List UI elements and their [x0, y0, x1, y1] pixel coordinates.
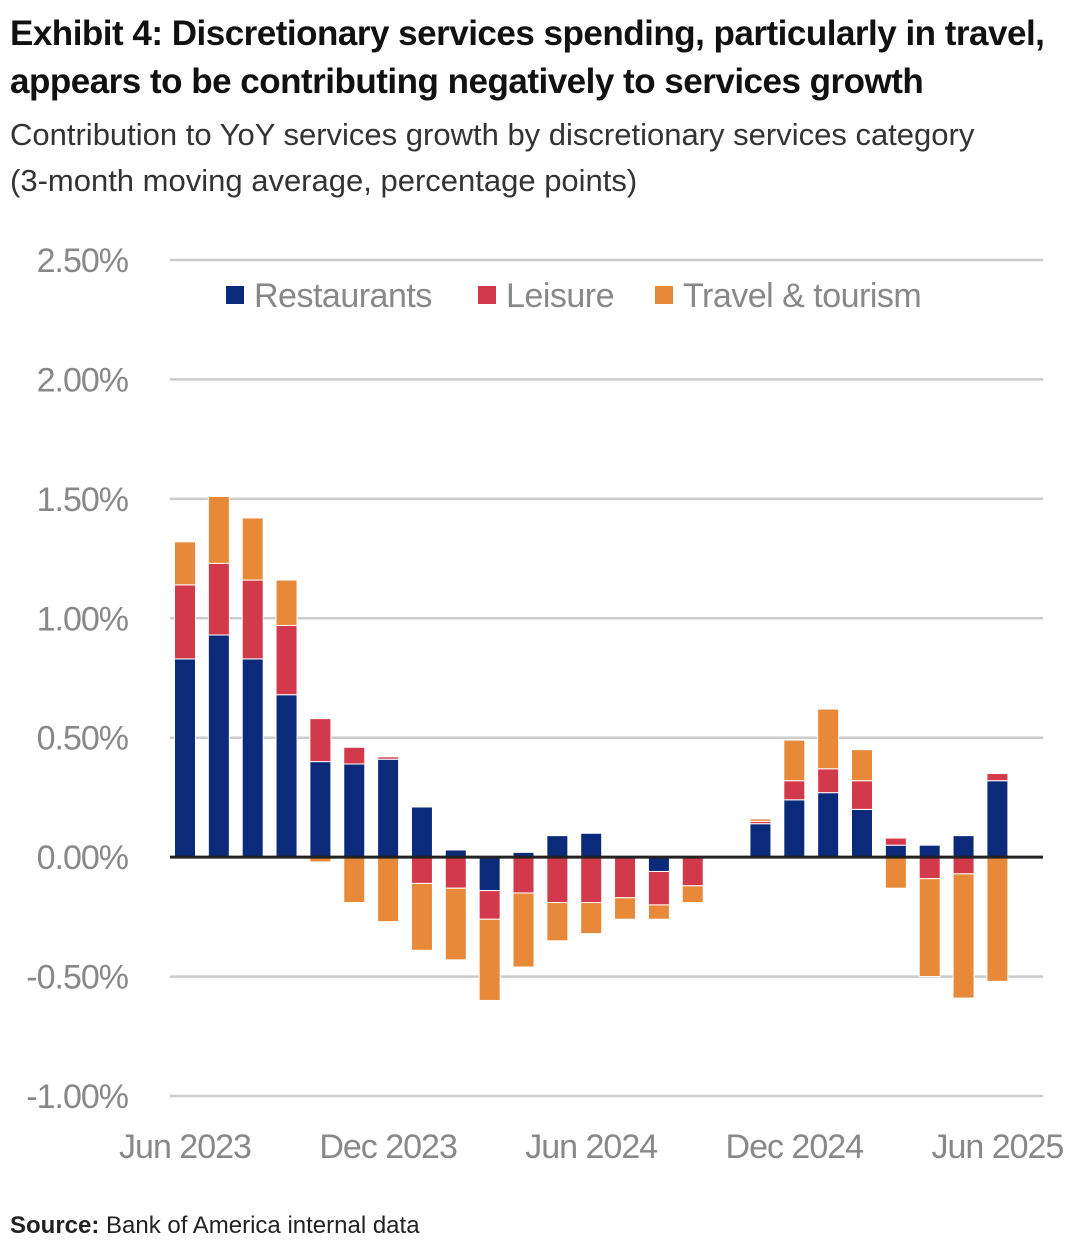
y-tick-label: 1.50% — [37, 481, 129, 519]
bar-leisure-dec-2023 — [377, 756, 400, 760]
bar-leisure-may-2025 — [952, 856, 975, 875]
chart-subtitle: Contribution to YoY services growth by d… — [10, 112, 1070, 204]
x-tick-label: Jun 2023 — [119, 1128, 251, 1166]
bar-travel-aug-2024 — [647, 904, 670, 920]
bar-travel-mar-2025 — [884, 856, 907, 889]
bar-travel-sep-2023 — [275, 579, 298, 626]
bar-travel-feb-2025 — [851, 749, 873, 782]
legend-swatch-travel — [655, 286, 673, 304]
bar-leisure-apr-2025 — [918, 856, 941, 880]
bar-restaurants-jun-2023 — [174, 658, 196, 858]
bar-leisure-oct-2023 — [309, 718, 332, 763]
legend-swatch-restaurants — [226, 286, 244, 304]
bar-travel-nov-2023 — [343, 856, 366, 904]
bar-restaurants-dec-2023 — [377, 758, 400, 858]
legend-label-travel: Travel & tourism — [683, 277, 921, 315]
bar-leisure-jul-2023 — [207, 562, 230, 636]
bar-leisure-nov-2023 — [343, 746, 366, 765]
bar-leisure-dec-2024 — [783, 780, 806, 801]
bar-restaurants-apr-2025 — [918, 844, 941, 858]
bar-leisure-mar-2024 — [478, 890, 501, 920]
bar-travel-jul-2023 — [207, 495, 230, 564]
legend-swatch-leisure — [478, 286, 496, 304]
x-tick-label: Jun 2025 — [931, 1128, 1063, 1166]
bar-leisure-may-2024 — [546, 856, 569, 904]
source-text: Bank of America internal data — [106, 1212, 420, 1239]
chart-title: Exhibit 4: Discretionary services spendi… — [10, 14, 1045, 101]
bar-travel-may-2025 — [952, 873, 975, 999]
bar-travel-apr-2024 — [512, 892, 535, 968]
bar-leisure-jun-2024 — [580, 856, 603, 904]
bar-leisure-jul-2024 — [614, 856, 637, 899]
bar-restaurants-aug-2023 — [241, 658, 264, 858]
bar-travel-jul-2024 — [614, 897, 637, 920]
bar-travel-apr-2025 — [918, 878, 941, 978]
bar-restaurants-mar-2025 — [884, 844, 907, 858]
x-tick-label: Dec 2024 — [726, 1128, 864, 1166]
bar-leisure-sep-2023 — [275, 624, 298, 696]
y-tick-label: 0.50% — [37, 720, 129, 758]
bar-restaurants-aug-2024 — [647, 856, 670, 872]
bar-restaurants-jan-2025 — [817, 792, 840, 858]
bar-restaurants-jul-2023 — [207, 634, 230, 858]
subtitle-line-1: Contribution to YoY services growth by d… — [10, 117, 975, 152]
source-label: Source: — [10, 1212, 100, 1239]
y-tick-label: 0.00% — [37, 839, 129, 877]
stacked-bar-chart: -1.00% -0.50% 0.00% 0.50% 1.00% 1.50% 2.00% 2.5… — [26, 242, 1064, 1166]
bar-restaurants-mar-2024 — [478, 856, 501, 892]
bar-travel-jan-2024 — [410, 882, 433, 951]
bar-restaurants-may-2025 — [952, 835, 975, 858]
bar-leisure-aug-2024 — [647, 870, 670, 906]
y-tick-label: -0.50% — [26, 959, 128, 997]
x-tick-label: Jun 2024 — [525, 1128, 657, 1166]
y-tick-label: 2.50% — [37, 242, 129, 280]
bar-travel-jan-2025 — [817, 708, 840, 770]
bar-leisure-apr-2024 — [512, 856, 535, 894]
bar-restaurants-dec-2024 — [783, 799, 806, 858]
bar-travel-mar-2024 — [478, 918, 501, 1001]
bar-restaurants-jun-2025 — [986, 780, 1009, 858]
bar-leisure-feb-2025 — [851, 780, 873, 810]
bar-travel-jun-2024 — [580, 902, 603, 935]
bar-leisure-jan-2024 — [410, 856, 433, 884]
bar-restaurants-jan-2024 — [410, 806, 433, 858]
source-note: Source: Bank of America internal data — [10, 1212, 420, 1240]
bar-leisure-aug-2023 — [241, 579, 264, 660]
legend-label-leisure: Leisure — [506, 277, 614, 315]
bar-restaurants-sep-2023 — [275, 694, 298, 858]
bar-travel-jun-2023 — [174, 541, 196, 586]
bar-restaurants-may-2024 — [546, 835, 569, 858]
bar-travel-feb-2024 — [444, 887, 467, 961]
bar-travel-aug-2023 — [241, 517, 264, 581]
bar-leisure-jun-2025 — [986, 773, 1009, 782]
bar-restaurants-nov-2024 — [749, 823, 772, 858]
bar-restaurants-nov-2023 — [343, 763, 366, 858]
x-tick-label: Dec 2023 — [319, 1128, 457, 1166]
bar-leisure-sep-2024 — [681, 856, 704, 887]
bar-restaurants-oct-2023 — [309, 761, 332, 858]
bar-travel-jun-2025 — [986, 856, 1009, 982]
bar-travel-dec-2024 — [783, 739, 806, 782]
bar-leisure-mar-2025 — [884, 837, 907, 846]
bar-restaurants-feb-2025 — [851, 808, 873, 858]
bar-leisure-jan-2025 — [817, 768, 840, 794]
y-tick-label: -1.00% — [26, 1078, 128, 1116]
bar-leisure-feb-2024 — [444, 856, 467, 889]
bar-leisure-jun-2023 — [174, 584, 196, 660]
legend-label-restaurants: Restaurants — [254, 277, 432, 315]
bar-travel-dec-2023 — [377, 856, 400, 923]
bar-travel-may-2024 — [546, 902, 569, 942]
y-tick-label: 1.00% — [37, 600, 129, 638]
bar-restaurants-jun-2024 — [580, 832, 603, 858]
bar-travel-nov-2024 — [749, 818, 772, 822]
y-tick-label: 2.00% — [37, 361, 129, 399]
bar-travel-sep-2024 — [681, 885, 704, 904]
subtitle-line-2: (3-month moving average, percentage poin… — [10, 163, 638, 198]
